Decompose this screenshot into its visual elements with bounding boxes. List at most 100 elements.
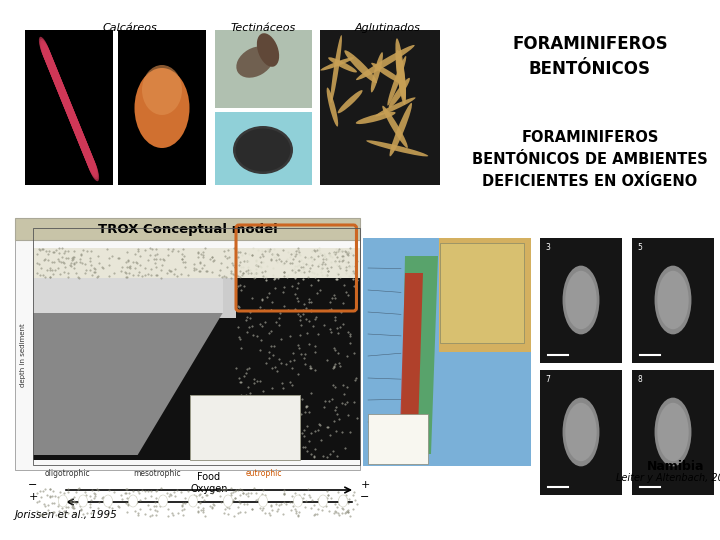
Ellipse shape xyxy=(387,56,406,106)
Ellipse shape xyxy=(53,73,66,99)
Ellipse shape xyxy=(74,123,86,149)
Text: Jorissen et al., 1995: Jorissen et al., 1995 xyxy=(15,510,118,520)
Ellipse shape xyxy=(76,127,88,153)
Ellipse shape xyxy=(81,141,94,167)
Ellipse shape xyxy=(135,68,189,148)
Ellipse shape xyxy=(382,106,408,148)
Ellipse shape xyxy=(72,119,84,145)
Ellipse shape xyxy=(82,143,94,169)
Text: 8: 8 xyxy=(637,375,642,384)
Ellipse shape xyxy=(40,41,53,67)
Text: Leiter y Altenbach, 2010: Leiter y Altenbach, 2010 xyxy=(616,473,720,483)
Ellipse shape xyxy=(77,131,89,157)
Ellipse shape xyxy=(66,103,78,129)
Ellipse shape xyxy=(654,397,691,467)
Text: −: − xyxy=(28,480,37,490)
Bar xyxy=(540,370,622,495)
Ellipse shape xyxy=(104,495,112,507)
Ellipse shape xyxy=(64,99,76,125)
Bar xyxy=(15,218,360,240)
Ellipse shape xyxy=(45,53,58,79)
Ellipse shape xyxy=(42,45,54,71)
Text: Tectináceos: Tectináceos xyxy=(230,23,296,33)
Text: Namibia: Namibia xyxy=(647,460,705,473)
Ellipse shape xyxy=(257,33,279,67)
Polygon shape xyxy=(33,278,235,318)
Text: 3: 3 xyxy=(545,243,550,252)
Ellipse shape xyxy=(78,133,90,159)
Bar xyxy=(438,238,531,352)
Ellipse shape xyxy=(356,112,395,124)
Text: FORAMINIFEROS
BENTÓNICOS: FORAMINIFEROS BENTÓNICOS xyxy=(512,35,668,78)
Ellipse shape xyxy=(68,109,81,135)
Ellipse shape xyxy=(657,271,689,329)
Ellipse shape xyxy=(85,151,97,177)
Bar xyxy=(215,112,312,185)
Ellipse shape xyxy=(76,129,89,155)
Ellipse shape xyxy=(258,495,268,507)
Ellipse shape xyxy=(327,87,338,126)
Ellipse shape xyxy=(52,69,64,95)
Ellipse shape xyxy=(338,495,348,507)
Ellipse shape xyxy=(44,49,56,75)
Ellipse shape xyxy=(142,65,182,115)
Ellipse shape xyxy=(58,83,70,109)
Polygon shape xyxy=(33,318,235,460)
Ellipse shape xyxy=(389,78,410,108)
Ellipse shape xyxy=(371,52,383,92)
Bar xyxy=(540,238,622,363)
Ellipse shape xyxy=(87,155,99,181)
Ellipse shape xyxy=(657,403,689,461)
Bar xyxy=(363,238,531,466)
Ellipse shape xyxy=(65,101,77,127)
Text: mesotrophic: mesotrophic xyxy=(133,469,181,478)
Ellipse shape xyxy=(565,403,597,461)
Ellipse shape xyxy=(223,495,233,507)
Ellipse shape xyxy=(189,495,197,507)
Ellipse shape xyxy=(338,90,363,113)
Ellipse shape xyxy=(235,129,290,172)
Ellipse shape xyxy=(41,43,53,69)
Ellipse shape xyxy=(68,107,80,133)
Ellipse shape xyxy=(320,57,354,71)
Bar xyxy=(33,228,360,465)
Ellipse shape xyxy=(396,50,406,100)
Ellipse shape xyxy=(55,77,68,103)
Ellipse shape xyxy=(366,140,428,157)
Ellipse shape xyxy=(86,153,98,179)
Ellipse shape xyxy=(83,145,95,171)
Ellipse shape xyxy=(71,115,83,141)
Bar xyxy=(632,370,714,495)
Ellipse shape xyxy=(375,97,415,117)
Ellipse shape xyxy=(40,39,52,65)
Ellipse shape xyxy=(75,125,87,151)
Ellipse shape xyxy=(49,61,61,87)
Polygon shape xyxy=(401,256,438,454)
Ellipse shape xyxy=(58,495,68,507)
Ellipse shape xyxy=(66,105,78,131)
Ellipse shape xyxy=(395,38,406,105)
Bar xyxy=(25,30,113,185)
Ellipse shape xyxy=(63,95,75,121)
Ellipse shape xyxy=(78,495,88,507)
Ellipse shape xyxy=(81,139,93,165)
Ellipse shape xyxy=(372,63,406,85)
Polygon shape xyxy=(33,313,222,455)
Ellipse shape xyxy=(80,137,91,163)
Ellipse shape xyxy=(59,87,71,113)
Text: +: + xyxy=(360,480,369,490)
Text: −: − xyxy=(360,492,369,502)
Ellipse shape xyxy=(53,71,65,97)
Ellipse shape xyxy=(60,89,72,115)
Text: Food: Food xyxy=(197,472,220,482)
Ellipse shape xyxy=(344,50,377,83)
Ellipse shape xyxy=(294,495,302,507)
Ellipse shape xyxy=(48,59,60,85)
Ellipse shape xyxy=(84,149,96,175)
Ellipse shape xyxy=(63,97,76,123)
Polygon shape xyxy=(33,278,222,313)
Polygon shape xyxy=(33,318,235,460)
Ellipse shape xyxy=(73,121,85,147)
Ellipse shape xyxy=(55,75,66,101)
Bar xyxy=(440,243,524,343)
